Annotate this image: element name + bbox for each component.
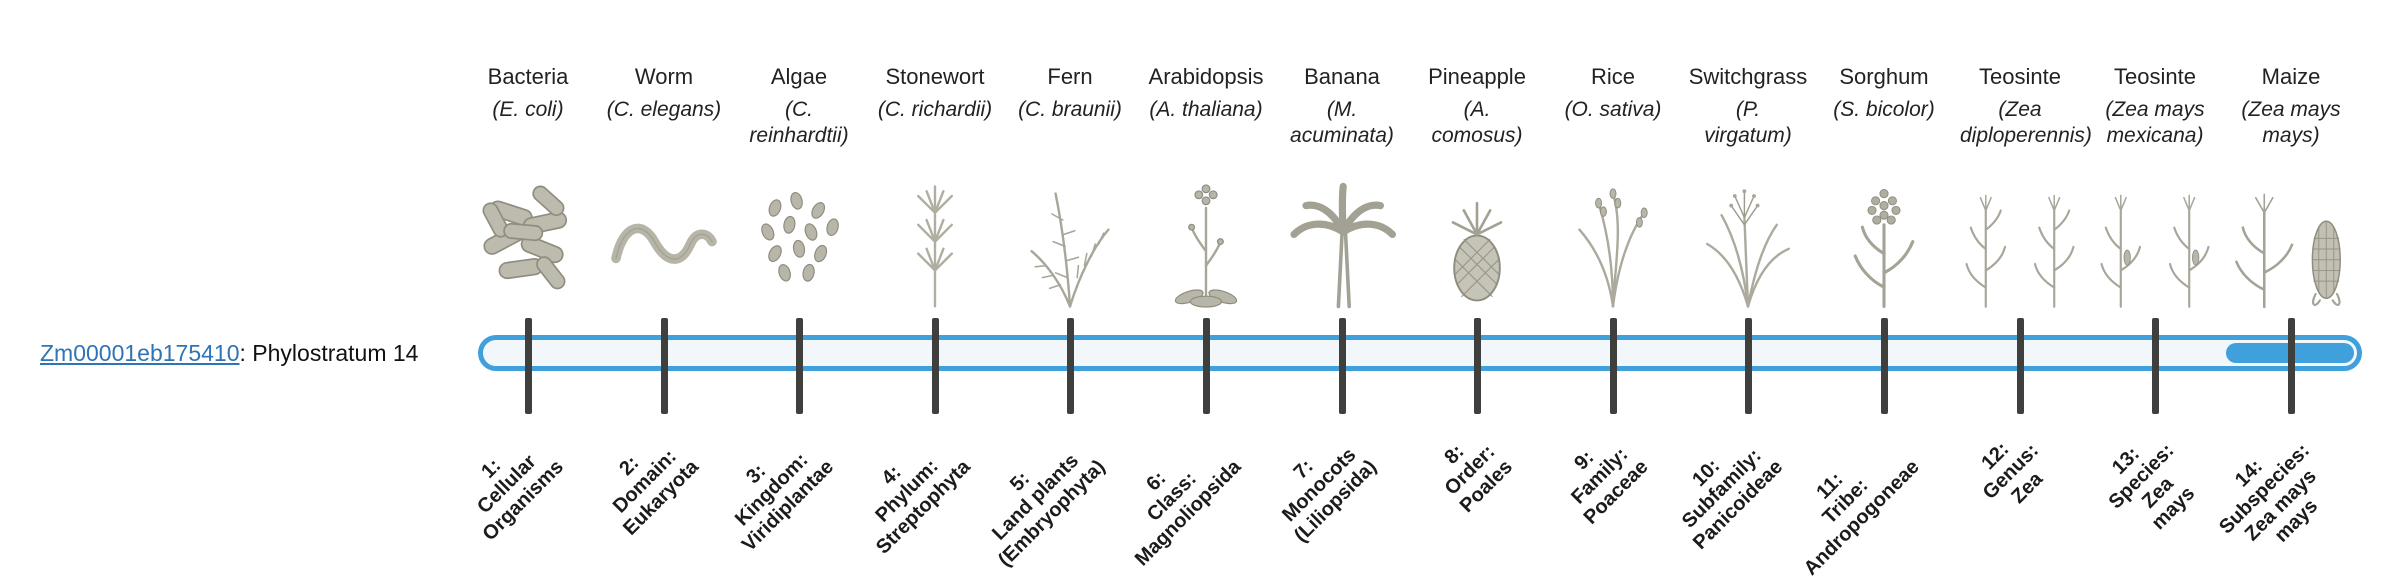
organism-name: Bacteria [487, 64, 569, 89]
organism-name: Pineapple [1428, 64, 1526, 89]
phylostratum-tick [1067, 318, 1074, 414]
phylostratum-tick [1474, 318, 1481, 414]
organism-column: Maize (Zea mays mays) [2206, 0, 2376, 580]
phylostratum-tick [1881, 318, 1888, 414]
phylostratum-label: 5: Land plants (Embryophyta) [988, 450, 1110, 572]
phylostratum-tick [2017, 318, 2024, 414]
phylostratum-label: 4: Phylum: Streptophyta [871, 455, 975, 559]
organism-name: Teosinte [2114, 64, 2196, 89]
phylostratum-label: 12: Genus: Zea [1977, 438, 2048, 508]
phylostratum-label: 14: Subspecies: Zea mays mays [2215, 439, 2323, 547]
phylostratum-label: 6: Class: Magnoliopsida [1130, 455, 1246, 571]
rice-icon [1538, 160, 1688, 310]
phylostratum-tick [796, 318, 803, 414]
organism-column: Rice (O. sativa) 9: Family: Poaceae [1528, 0, 1698, 580]
phylostratum-tick [1745, 318, 1752, 414]
phylostratum-tick [1339, 318, 1346, 414]
phylostratum-tick [525, 318, 532, 414]
organism-name: Fern [1047, 64, 1093, 89]
organism-name: Switchgrass [1688, 64, 1808, 89]
phylostratum-tick [661, 318, 668, 414]
organism-name: Banana [1304, 64, 1380, 89]
phylostratum-tick [1203, 318, 1210, 414]
organism-scientific-name: (C. reinhardtii) [749, 98, 849, 147]
organism-scientific-name: (Zea diploperennis) [1960, 98, 2092, 147]
organism-scientific-name: (E. coli) [492, 98, 564, 121]
worm-icon [589, 160, 739, 310]
phylostratum-label: 13: Species: Zea mays [2104, 439, 2200, 535]
organism-column: Bacteria (E. coli) 1: Cellular Organisms [443, 0, 613, 580]
organism-scientific-name: (A. comosus) [1431, 98, 1523, 147]
organism-scientific-name: (C. elegans) [606, 98, 722, 121]
arabidopsis-icon [1131, 160, 1281, 310]
fern-icon [995, 160, 1145, 310]
organism-scientific-name: (A. thaliana) [1149, 98, 1263, 121]
phylostratum-tick [2152, 318, 2159, 414]
gene-link[interactable]: Zm00001eb175410 [40, 340, 240, 366]
phylostratum-tick [2288, 318, 2295, 414]
teosinte-diploperennis-icon [1945, 160, 2095, 310]
phylostratum-label: 3: Kingdom: Viridiplantae [731, 449, 839, 556]
organism-column: Switchgrass (P. virgatum) [1663, 0, 1833, 580]
organism-scientific-name: (M. acuminata) [1290, 98, 1394, 147]
maize-icon [2216, 160, 2366, 310]
organism-column: Banana (M. acuminata) 7: Monocots (Lilio… [1257, 0, 1427, 580]
organism-scientific-name: (C. richardii) [877, 98, 993, 121]
organism-scientific-name: (O. sativa) [1564, 98, 1662, 121]
organism-scientific-name: (Zea mays mexicana) [2105, 98, 2205, 147]
organism-column: Algae (C. reinhardtii) 3: Kingdom: Virid… [714, 0, 884, 580]
organism-scientific-name: (P. virgatum) [1704, 98, 1792, 147]
organism-name: Rice [1590, 64, 1635, 89]
organism-name: Maize [2261, 64, 2321, 89]
organism-scientific-name: (C. braunii) [1018, 98, 1122, 121]
organism-scientific-name: (S. bicolor) [1833, 98, 1935, 121]
stonewort-icon [860, 160, 1010, 310]
organism-column: Worm (C. elegans) 2: Domain: Eukaryota [579, 0, 749, 580]
switchgrass-icon [1673, 160, 1823, 310]
phylostratum-label: 7: Monocots (Liliopsida) [1278, 444, 1382, 547]
organism-column: Teosinte (Zea mays mexicana) [2070, 0, 2240, 580]
pineapple-icon [1402, 160, 1552, 310]
organism-column: Fern (C. braunii) 5: Land plants (Embryo… [985, 0, 1155, 580]
gene-phylostratum-text: : Phylostratum 14 [239, 340, 419, 366]
organism-name: Stonewort [885, 64, 985, 89]
organism-column: Arabidopsis (A. thaliana) 6: Class: Mag [1121, 0, 1291, 580]
organism-column: Teosinte (Zea diploperennis) [1935, 0, 2105, 580]
organism-column: Stonewort (C. richardii) 4: Phylum: Stre… [850, 0, 1020, 580]
teosinte-mexicana-icon [2080, 160, 2230, 310]
organism-column: Pineapple (A. comosus) 8: Order: Poales [1392, 0, 1562, 580]
organism-name: Worm [634, 64, 694, 89]
phylostratum-tick [932, 318, 939, 414]
bacteria-icon [453, 160, 603, 310]
algae-icon [724, 160, 874, 310]
organism-name: Sorghum [1839, 64, 1929, 89]
phylostratum-label: 10: Subfamily: Panicoideae [1678, 444, 1788, 554]
phylostratum-label: 2: Domain: Eukaryota [609, 445, 704, 540]
organism-name: Arabidopsis [1148, 64, 1264, 89]
phylostratum-label: 9: Family: Poaceae [1567, 443, 1653, 529]
phylostratum-tick [1610, 318, 1617, 414]
phylostratum-label: 8: Order: Poales [1439, 440, 1517, 517]
gene-label: Zm00001eb175410: Phylostratum 14 [40, 340, 418, 367]
sorghum-icon [1809, 160, 1959, 310]
organism-name: Algae [770, 64, 828, 89]
organism-column: Sorghum (S. bicolor) 11: Tribe: Andropog… [1799, 0, 1969, 580]
organism-scientific-name: (Zea mays mays) [2241, 98, 2341, 147]
organism-name: Teosinte [1979, 64, 2061, 89]
phylostratum-label: 1: Cellular Organisms [472, 450, 568, 546]
phylostrata-bar [478, 335, 2362, 371]
banana-icon [1267, 160, 1417, 310]
